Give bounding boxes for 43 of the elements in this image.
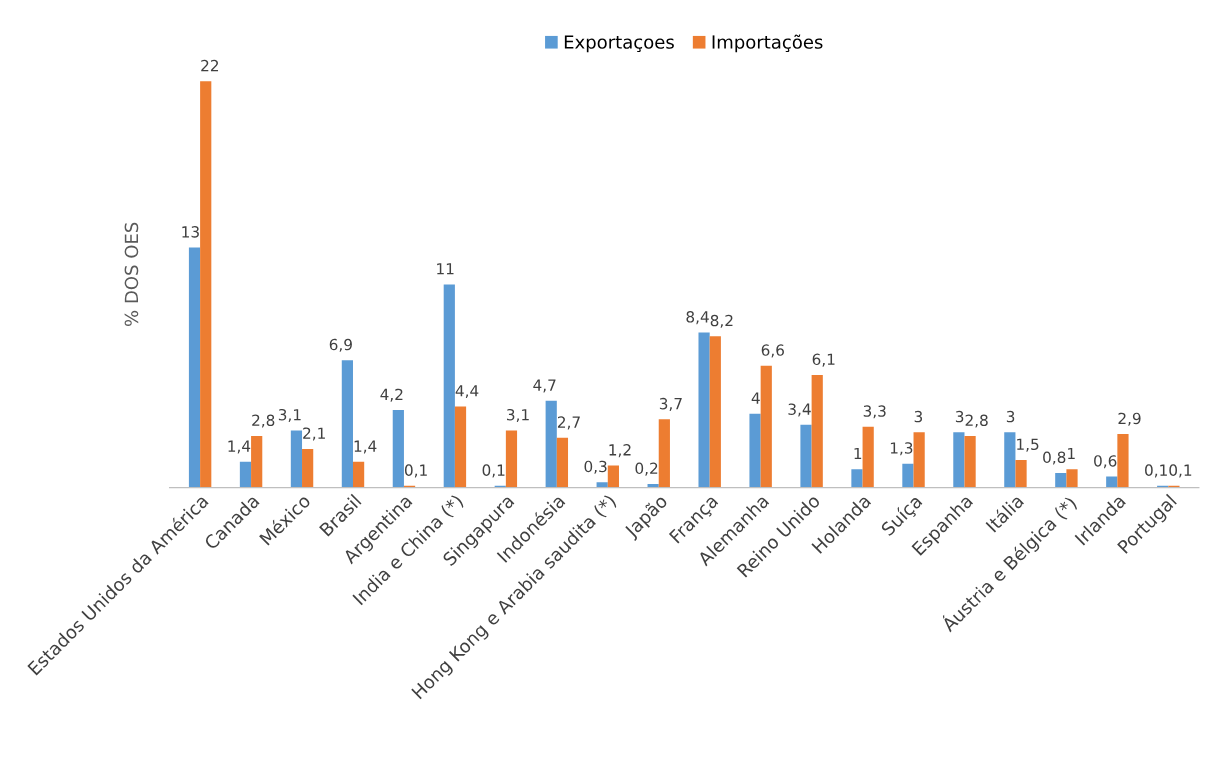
data-label: 1,3 [890, 442, 913, 456]
data-label: 11 [437, 263, 454, 275]
data-label: 0,3 [584, 460, 607, 474]
data-label: 0,8 [1043, 451, 1066, 465]
data-label: 0,1 [1169, 464, 1192, 478]
data-label: 0,2 [635, 462, 658, 476]
legend-label: Exportaçoes [564, 35, 674, 53]
data-label: 4 [751, 392, 760, 404]
data-label: 8,2 [710, 314, 733, 328]
data-label: 3 [955, 410, 964, 423]
data-label: 1,2 [609, 444, 631, 458]
data-label: 1,4 [228, 440, 251, 454]
data-label: 1 [854, 447, 862, 460]
data-label: 4,2 [380, 388, 403, 402]
data-label: 3,4 [788, 403, 811, 417]
data-label: 2,8 [965, 414, 988, 428]
data-label: 3,7 [659, 397, 682, 411]
data-label: 22 [201, 59, 219, 72]
data-label: 1 [1068, 447, 1075, 460]
data-label: 3,1 [278, 408, 301, 423]
legend-label: Importações [712, 34, 823, 53]
data-label: 0,6 [1094, 455, 1117, 469]
data-label: 0,1 [1145, 464, 1167, 478]
data-label: 0,1 [482, 464, 505, 478]
y-axis-title: % DOS OES [124, 222, 139, 326]
data-label: 4,7 [533, 379, 556, 393]
data-label: 6,9 [329, 338, 352, 352]
data-label: 2,7 [557, 416, 580, 430]
data-label: 3 [1006, 410, 1015, 423]
data-label: 3 [914, 410, 923, 423]
data-label: 3,1 [507, 408, 529, 423]
data-label: 6,1 [812, 353, 835, 367]
data-label: 2,1 [303, 427, 325, 441]
data-label: 1,4 [354, 440, 377, 454]
data-label: 8,4 [686, 311, 709, 325]
data-label: 1,5 [1017, 438, 1039, 452]
data-label: 6,6 [761, 344, 784, 358]
data-label: 2,9 [1118, 412, 1141, 426]
data-label: 0,1 [404, 464, 427, 478]
data-label: 13 [182, 226, 199, 238]
data-label: 2,8 [252, 414, 275, 428]
data-label: 4,4 [455, 385, 479, 399]
data-label: 3,3 [863, 405, 886, 419]
